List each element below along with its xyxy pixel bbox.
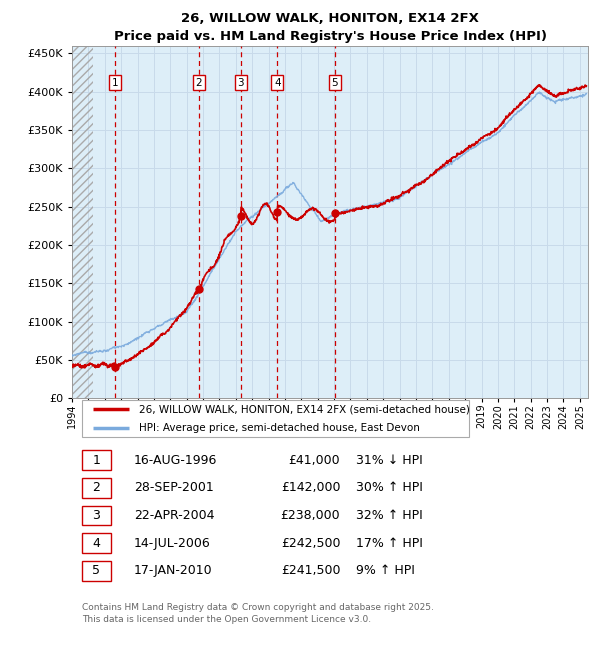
Text: 14-JUL-2006: 14-JUL-2006: [134, 537, 211, 550]
Text: £41,000: £41,000: [289, 454, 340, 467]
FancyBboxPatch shape: [82, 506, 110, 525]
Text: 5: 5: [332, 77, 338, 88]
Text: 31% ↓ HPI: 31% ↓ HPI: [356, 454, 422, 467]
Text: 17-JAN-2010: 17-JAN-2010: [134, 564, 212, 577]
Text: 4: 4: [92, 537, 100, 550]
Text: 22-APR-2004: 22-APR-2004: [134, 509, 214, 522]
Text: 5: 5: [92, 564, 100, 577]
Bar: [72, 46, 93, 398]
Text: 28-SEP-2001: 28-SEP-2001: [134, 481, 214, 494]
Text: 3: 3: [238, 77, 244, 88]
Text: 2: 2: [196, 77, 202, 88]
Text: 32% ↑ HPI: 32% ↑ HPI: [356, 509, 422, 522]
Text: 26, WILLOW WALK, HONITON, EX14 2FX (semi-detached house): 26, WILLOW WALK, HONITON, EX14 2FX (semi…: [139, 404, 470, 414]
Title: 26, WILLOW WALK, HONITON, EX14 2FX
Price paid vs. HM Land Registry's House Price: 26, WILLOW WALK, HONITON, EX14 2FX Price…: [113, 12, 547, 43]
FancyBboxPatch shape: [82, 400, 469, 437]
FancyBboxPatch shape: [82, 561, 110, 580]
Bar: [72, 46, 93, 398]
Text: HPI: Average price, semi-detached house, East Devon: HPI: Average price, semi-detached house,…: [139, 423, 420, 433]
Text: 16-AUG-1996: 16-AUG-1996: [134, 454, 217, 467]
Text: £241,500: £241,500: [281, 564, 340, 577]
Text: £242,500: £242,500: [281, 537, 340, 550]
Text: 4: 4: [274, 77, 281, 88]
Text: 17% ↑ HPI: 17% ↑ HPI: [356, 537, 422, 550]
Text: 1: 1: [92, 454, 100, 467]
Text: 30% ↑ HPI: 30% ↑ HPI: [356, 481, 422, 494]
Text: 1: 1: [112, 77, 118, 88]
FancyBboxPatch shape: [82, 534, 110, 553]
FancyBboxPatch shape: [82, 450, 110, 470]
Text: £142,000: £142,000: [281, 481, 340, 494]
Text: 9% ↑ HPI: 9% ↑ HPI: [356, 564, 415, 577]
Text: 2: 2: [92, 481, 100, 494]
Bar: [72, 46, 93, 398]
Text: £238,000: £238,000: [281, 509, 340, 522]
Text: 3: 3: [92, 509, 100, 522]
Text: Contains HM Land Registry data © Crown copyright and database right 2025.
This d: Contains HM Land Registry data © Crown c…: [82, 603, 434, 624]
FancyBboxPatch shape: [82, 478, 110, 497]
